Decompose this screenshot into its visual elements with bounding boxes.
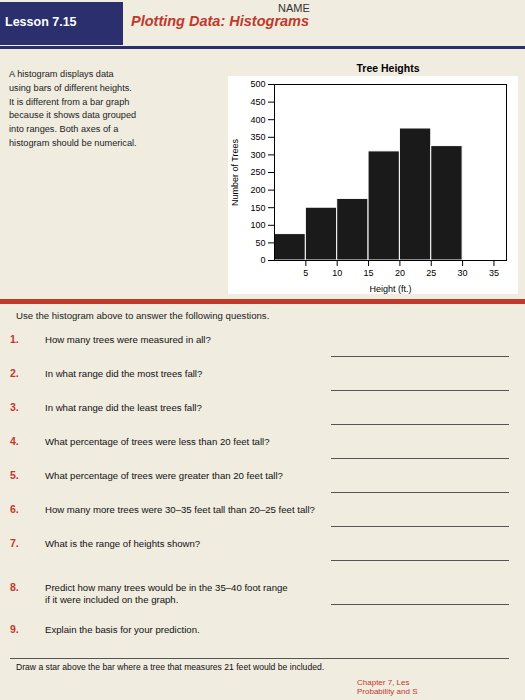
html-text:6.: 6. (10, 503, 19, 515)
html-text:Use the histogram above to ans: Use the histogram above to answer the fo… (16, 310, 270, 321)
html-text:Explain the basis for your pre: Explain the basis for your prediction. (45, 624, 200, 635)
html-text:Draw a star above the bar wher: Draw a star above the bar where a tree t… (16, 662, 325, 672)
html-text:How many more trees were 30–35: How many more trees were 30–35 feet tall… (45, 504, 315, 515)
html-text:What percentage of trees were: What percentage of trees were greater th… (45, 470, 283, 481)
html-text:4.: 4. (10, 435, 19, 447)
html-text:Plotting Data: Histograms: Plotting Data: Histograms (131, 13, 309, 29)
svg-text:25: 25 (426, 268, 436, 278)
html-text:Predict how many trees would b: Predict how many trees would be in the 3… (45, 582, 288, 606)
html-text:What is the range of heights s: What is the range of heights shown? (45, 538, 201, 549)
html-text:3.: 3. (10, 401, 19, 413)
html-text:Chapter 7, Les Probability and: Chapter 7, Les Probability and S (357, 678, 418, 697)
html-text:A histogram displays data usin: A histogram displays data using bars of … (9, 69, 137, 148)
svg-text:400: 400 (250, 115, 265, 125)
html-text:9.: 9. (10, 623, 19, 635)
svg-text:5: 5 (303, 268, 308, 278)
html-text:Tree Heights: Tree Heights (356, 62, 420, 74)
svg-text:50: 50 (255, 238, 265, 248)
svg-text:15: 15 (364, 268, 374, 278)
html-text:2.: 2. (10, 367, 19, 379)
svg-text:200: 200 (250, 185, 265, 195)
html-text:1.: 1. (10, 333, 19, 345)
html-text:NAME: NAME (278, 2, 310, 14)
svg-text:30: 30 (458, 268, 468, 278)
svg-text:450: 450 (250, 97, 265, 107)
html-text:How many trees were measured i: How many trees were measured in all? (45, 334, 211, 345)
svg-text:500: 500 (250, 79, 265, 89)
html-text:Lesson 7.15: Lesson 7.15 (5, 15, 77, 29)
svg-text:100: 100 (250, 220, 265, 230)
svg-text:300: 300 (250, 150, 265, 160)
svg-text:10: 10 (332, 268, 342, 278)
svg-text:20: 20 (395, 268, 405, 278)
html-text:7.: 7. (10, 537, 19, 549)
html-text:In what range did the least tr: In what range did the least trees fall? (45, 402, 202, 413)
svg-text:Number of Trees: Number of Trees (230, 138, 240, 206)
svg-text:250: 250 (250, 167, 265, 177)
html-text:8.: 8. (10, 581, 19, 593)
svg-text:0: 0 (260, 255, 265, 265)
svg-text:35: 35 (489, 268, 499, 278)
html-text:What percentage of trees were: What percentage of trees were less than … (45, 436, 270, 447)
svg-text:150: 150 (250, 203, 265, 213)
svg-text:Height (ft.): Height (ft.) (369, 284, 411, 294)
svg-text:350: 350 (250, 132, 265, 142)
html-text:5.: 5. (10, 469, 19, 481)
html-text:In what range did the most tre: In what range did the most trees fall? (45, 368, 203, 379)
